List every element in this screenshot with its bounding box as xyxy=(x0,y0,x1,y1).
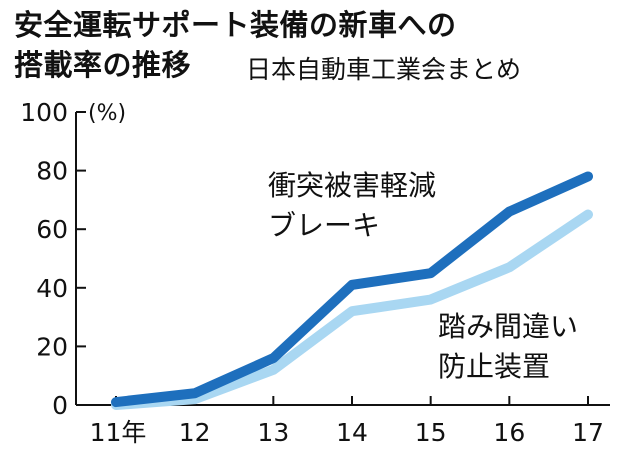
y-tick-label: 0 xyxy=(52,391,68,420)
series-label-1-line-0: 踏み間違い xyxy=(438,310,578,343)
x-tick-label: 11年 xyxy=(90,418,147,447)
x-tick-label: 14 xyxy=(336,418,368,447)
series-label-1-line-1: 防止装置 xyxy=(438,350,550,383)
x-tick-label: 16 xyxy=(493,418,525,447)
source-note: 日本自動車工業会まとめ xyxy=(246,55,522,84)
series-line-0 xyxy=(111,171,593,408)
chart-title-line-2: 搭載率の推移 xyxy=(14,48,192,82)
y-tick-label: 20 xyxy=(36,332,68,361)
chart-title-line-1: 安全運転サポート装備の新車への xyxy=(14,8,457,42)
y-tick-label: 60 xyxy=(36,215,68,244)
series-line-1 xyxy=(111,209,593,410)
y-tick-label: 100 xyxy=(20,98,68,127)
y-tick-label: 40 xyxy=(36,274,68,303)
chart-axes: 0 20 40 60 80 100 (%) 11年 12 13 14 15 16 17 xyxy=(20,98,610,447)
x-tick-label: 17 xyxy=(572,418,604,447)
x-tick-label: 15 xyxy=(415,418,447,447)
chart-series xyxy=(111,171,593,410)
series-label-0-line-0: 衝突被害軽減 xyxy=(268,169,436,202)
y-tick-label: 80 xyxy=(36,157,68,186)
x-tick-label: 12 xyxy=(179,418,211,447)
series-label-0-line-1: ブレーキ xyxy=(268,209,380,242)
x-tick-label: 13 xyxy=(257,418,289,447)
y-unit-label: (%) xyxy=(88,101,126,126)
